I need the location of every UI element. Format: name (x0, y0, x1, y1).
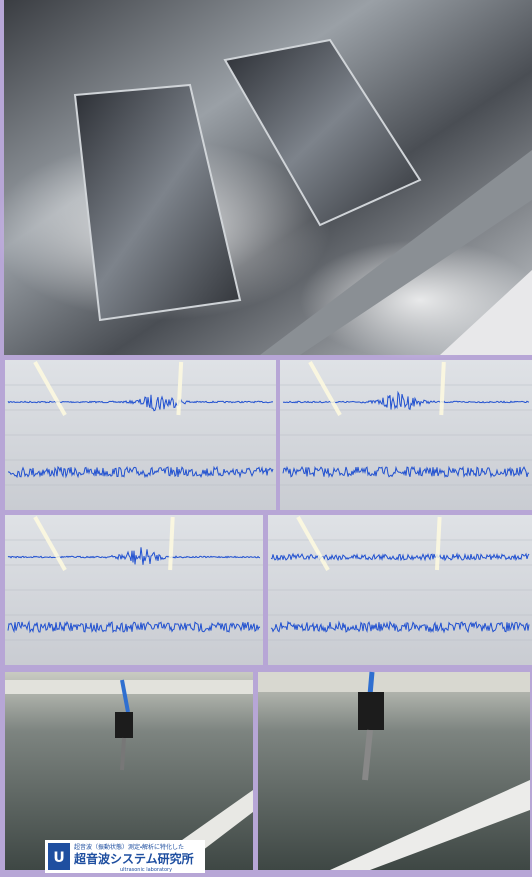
tank-photo (0, 0, 532, 360)
light-reflection (439, 361, 446, 416)
waveform (7, 620, 261, 634)
tank-photo-left (5, 672, 253, 870)
waveform (7, 465, 274, 479)
light-reflection (308, 361, 342, 416)
logo-subtitle: ultrasonic laboratory (120, 867, 172, 873)
light-reflection (176, 361, 184, 416)
waveform (7, 394, 274, 412)
waveform (270, 620, 530, 634)
logo: U 超音波（振動状態）測定・解析に特化した 超音波システム研究所 ultraso… (45, 840, 205, 873)
waveform-panels (5, 360, 532, 665)
logo-name: 超音波システム研究所 (73, 851, 194, 866)
logo-caption: 超音波（振動状態）測定・解析に特化した (74, 843, 184, 851)
tank-photo-right (258, 671, 530, 870)
light-reflection (33, 361, 67, 416)
svg-text:U: U (53, 850, 64, 866)
waveform (282, 390, 530, 411)
light-reflection (296, 516, 330, 571)
waveform (270, 552, 530, 562)
waveform (282, 465, 530, 479)
light-reflection (33, 516, 67, 571)
waveform (7, 547, 261, 565)
light-reflection (168, 516, 175, 571)
light-reflection (434, 516, 442, 571)
